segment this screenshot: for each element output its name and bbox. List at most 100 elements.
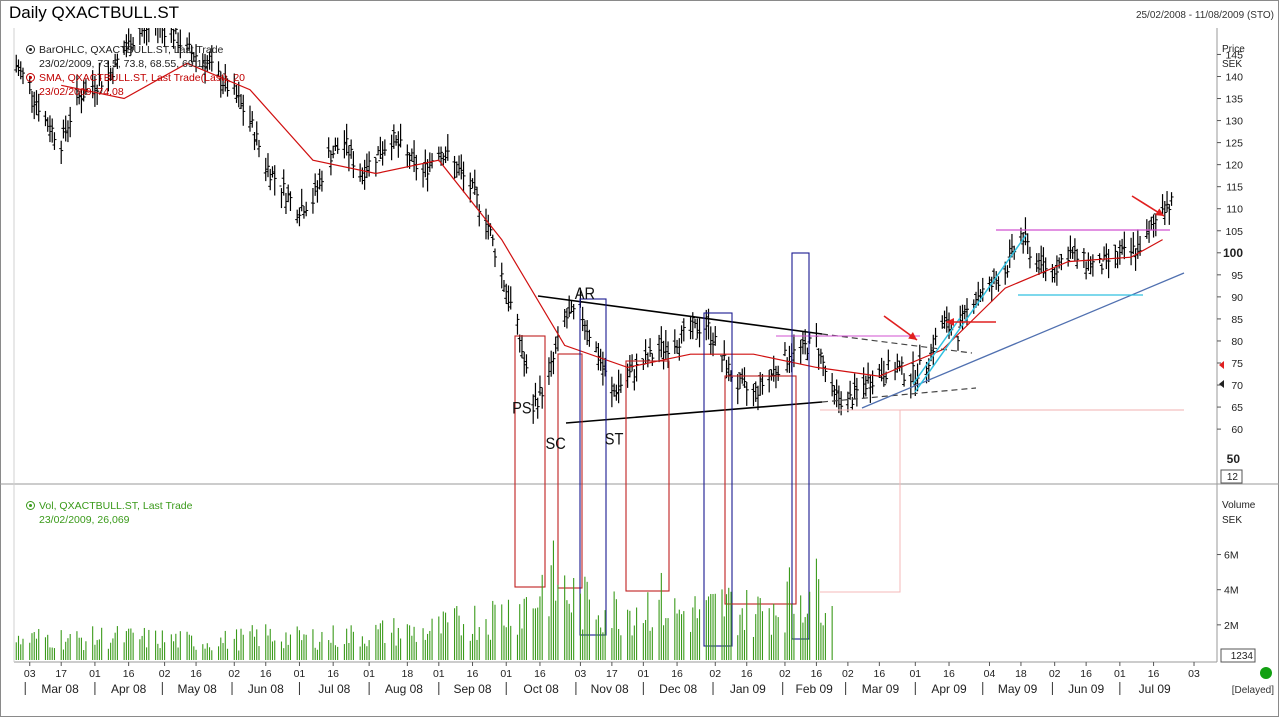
price-tick-label: 125 (1225, 138, 1243, 150)
support-extension (821, 387, 977, 403)
uptrend-steep-1 (912, 317, 961, 385)
support-trendline (565, 401, 823, 424)
x-day-label: 16 (123, 668, 135, 680)
highlight-box (514, 335, 546, 588)
x-day-label: 16 (534, 668, 546, 680)
price-tick-label: 100 (1223, 246, 1243, 260)
long-uptrend-line (861, 272, 1185, 409)
x-month-label: May 08 (178, 682, 218, 696)
x-day-label: 16 (741, 668, 753, 680)
uptrend-steep-2 (914, 234, 1027, 393)
highlight-box (703, 312, 733, 647)
legend-sma[interactable]: SMA, QXACTBULL.ST, Last Trade(Last), 20 … (26, 71, 245, 99)
x-day-label: 16 (1080, 668, 1092, 680)
volume-scale-box (1220, 648, 1256, 663)
price-axis-lower-label: 50 (1227, 452, 1241, 466)
sma-line (61, 62, 1163, 377)
x-month-label: Sep 08 (453, 682, 491, 696)
x-month-label: Nov 08 (591, 682, 629, 696)
price-tick-label: 60 (1231, 424, 1243, 436)
sma-marker-icon (1219, 380, 1224, 388)
x-day-label: 01 (909, 668, 921, 680)
x-day-label: 02 (159, 668, 171, 680)
x-month-label: Jun 08 (248, 682, 284, 696)
x-day-label: 17 (606, 668, 618, 680)
x-month-label: Mar 08 (41, 682, 79, 696)
x-day-label: 01 (363, 668, 375, 680)
legend-sma-name: SMA, QXACTBULL.ST, Last Trade(Last), 20 (39, 72, 245, 84)
volume-scale-box-label: 1234 (1231, 651, 1254, 662)
legend-vol-values: 23/02/2009, 26,069 (39, 514, 130, 526)
price-tick-label: 130 (1225, 116, 1243, 128)
price-axis-currency: SEK (1222, 59, 1242, 70)
volume-bars (15, 540, 833, 660)
volume-tick-label: 6M (1224, 550, 1239, 562)
ohlc-indicator-icon[interactable] (26, 45, 35, 54)
x-day-label: 03 (1188, 668, 1200, 680)
price-tick-label: 95 (1231, 270, 1243, 282)
price-axis-unit: Price (1222, 44, 1245, 55)
x-day-label: 01 (433, 668, 445, 680)
x-month-label: Dec 08 (659, 682, 697, 696)
volume-tick-label: 2M (1224, 620, 1239, 632)
price-tick-label: 70 (1231, 380, 1243, 392)
x-day-label: 16 (467, 668, 479, 680)
x-day-label: 16 (811, 668, 823, 680)
last-price-marker-icon (1219, 361, 1224, 369)
resistance-trendline (537, 295, 823, 335)
legend-vol-name: Vol, QXACTBULL.ST, Last Trade (39, 500, 193, 512)
x-day-label: 02 (1049, 668, 1061, 680)
x-month-label: Aug 08 (385, 682, 423, 696)
price-tick-label: 65 (1231, 402, 1243, 414)
annotation-label-st: ST (605, 431, 624, 449)
sma-indicator-icon[interactable] (26, 73, 35, 82)
legend-volume[interactable]: Vol, QXACTBULL.ST, Last Trade 23/02/2009… (26, 499, 193, 527)
highlight-box (625, 360, 670, 592)
price-tick-label: 140 (1225, 71, 1243, 83)
highlight-box (791, 252, 810, 640)
annotation-label-sc: SC (545, 435, 565, 453)
highlight-box (579, 298, 607, 636)
volume-indicator-icon[interactable] (26, 501, 35, 510)
x-month-label: Oct 08 (523, 682, 559, 696)
arrow-breakout-head-icon (908, 332, 917, 340)
price-bars (14, 28, 1174, 424)
x-day-label: 16 (1148, 668, 1160, 680)
x-day-label: 17 (55, 668, 67, 680)
x-day-label: 03 (24, 668, 36, 680)
faint-box (820, 409, 901, 593)
price-tick-label: 80 (1231, 336, 1243, 348)
x-day-label: 16 (943, 668, 955, 680)
legend-sma-values: 23/02/2009, 74.08 (39, 86, 124, 98)
x-day-label: 01 (1114, 668, 1126, 680)
legend-ohlc-name: BarOHLC, QXACTBULL.ST, Last Trade (39, 44, 224, 56)
x-day-label: 16 (874, 668, 886, 680)
x-day-label: 16 (190, 668, 202, 680)
x-month-label: Feb 09 (795, 682, 833, 696)
date-range-label: 25/02/2008 - 11/08/2009 (STO) (1135, 10, 1274, 21)
x-month-label: Jan 09 (730, 682, 766, 696)
x-day-label: 18 (1015, 668, 1027, 680)
x-day-label: 02 (842, 668, 854, 680)
legend-ohlc-values: 23/02/2009, 73.5, 73.8, 68.55, 69.15 (39, 58, 209, 70)
price-scale-box-label: 12 (1227, 472, 1239, 483)
highlight-box (724, 375, 797, 605)
x-day-label: 18 (401, 668, 413, 680)
legend-ohlc[interactable]: BarOHLC, QXACTBULL.ST, Last Trade 23/02/… (26, 43, 223, 71)
x-month-label: May 09 (998, 682, 1038, 696)
x-day-label: 16 (327, 668, 339, 680)
chart-title: Daily QXACTBULL.ST (9, 3, 180, 22)
price-tick-label: 135 (1225, 94, 1243, 106)
price-tick-label: 105 (1225, 226, 1243, 238)
annotation-label-ar: AR (575, 285, 595, 303)
x-month-label: Apr 09 (931, 682, 967, 696)
x-day-label: 03 (575, 668, 587, 680)
x-day-label: 16 (260, 668, 272, 680)
x-day-label: 16 (671, 668, 683, 680)
volume-tick-label: 4M (1224, 585, 1239, 597)
x-month-label: Jun 09 (1068, 682, 1104, 696)
price-scale-box (1220, 469, 1243, 484)
resistance-extension (821, 333, 973, 354)
